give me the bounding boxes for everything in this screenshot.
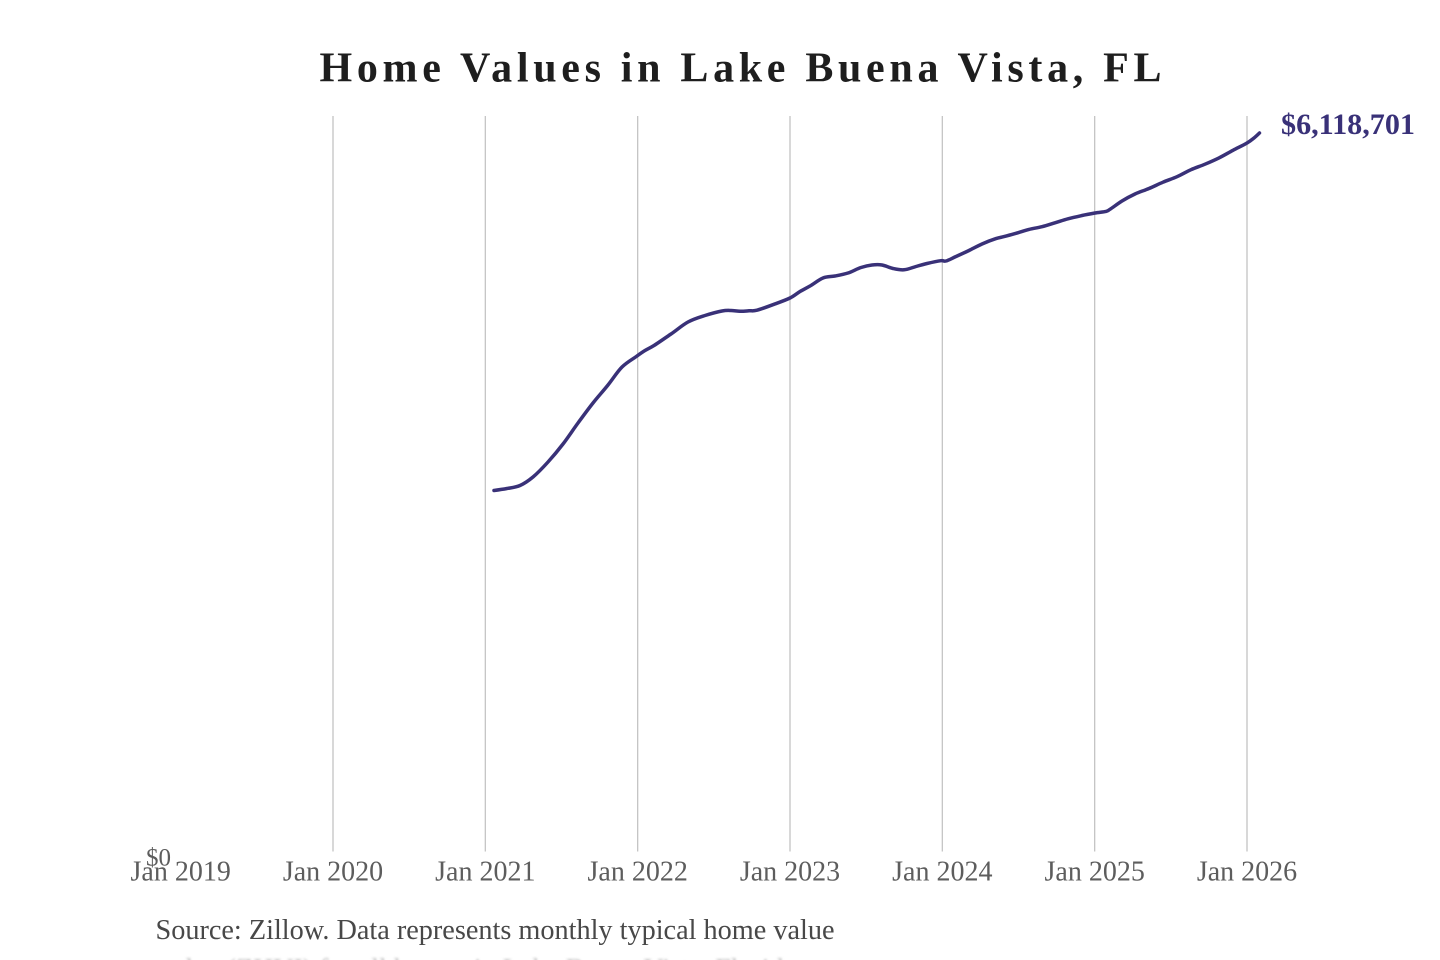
svg-text:$6,118,701: $6,118,701: [1281, 108, 1415, 141]
svg-text:$0: $0: [146, 845, 171, 872]
svg-text:Jan 2026: Jan 2026: [1197, 857, 1297, 888]
svg-text:Jan 2020: Jan 2020: [283, 857, 383, 888]
svg-text:value (ZHVI) for all homes in: value (ZHVI) for all homes in Lake Buena…: [159, 954, 797, 960]
svg-text:Jan 2021: Jan 2021: [435, 857, 535, 888]
svg-text:Jan 2023: Jan 2023: [740, 857, 840, 888]
svg-text:Jan 2019: Jan 2019: [131, 857, 231, 888]
svg-text:Home Values in Lake Buena Vist: Home Values in Lake Buena Vista, FL: [320, 46, 1162, 92]
svg-text:Jan 2022: Jan 2022: [588, 857, 688, 888]
svg-text:Jan 2025: Jan 2025: [1045, 857, 1145, 888]
svg-text:Jan 2024: Jan 2024: [892, 857, 992, 888]
svg-text:Source: Zillow. Data represent: Source: Zillow. Data represents monthly …: [156, 915, 835, 946]
